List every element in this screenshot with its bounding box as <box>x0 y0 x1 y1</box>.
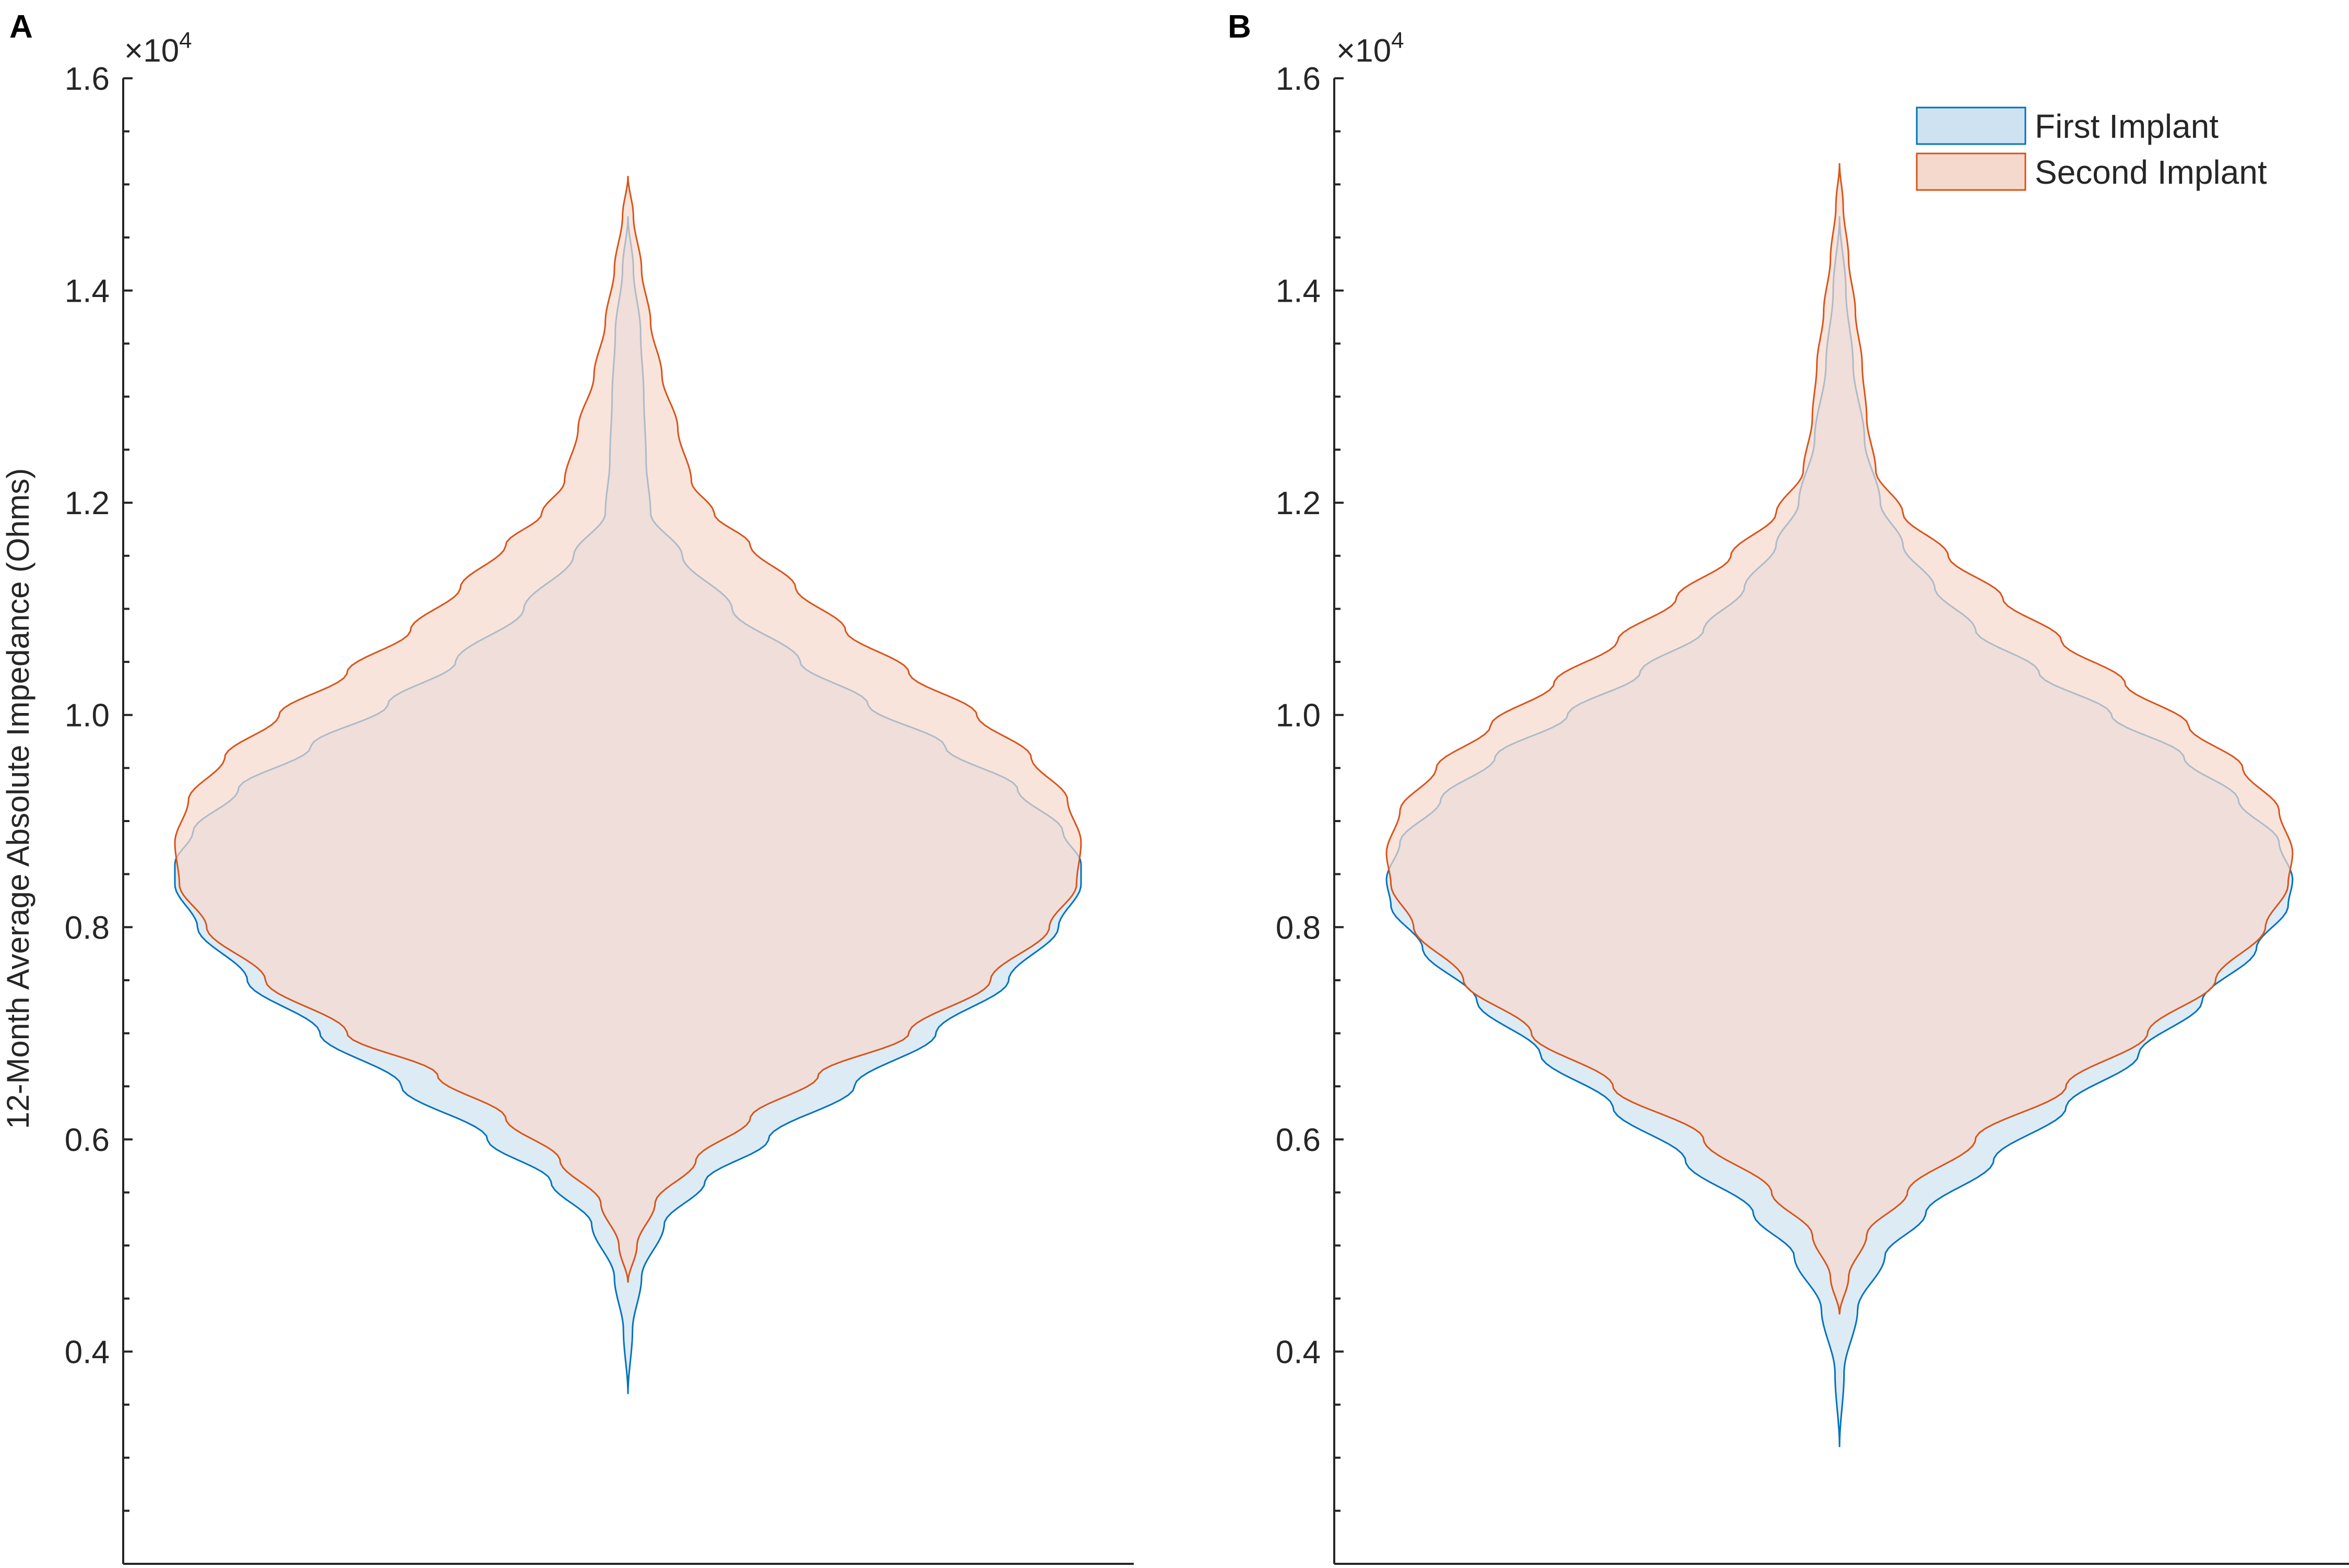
panel-a-exponent-base: ×104 <box>124 28 192 69</box>
panel-a: A 12-Month Average Absolute Impedance (O… <box>1 9 1134 1565</box>
panel-a-violins <box>174 175 1082 1394</box>
panel-b-violins <box>1385 163 2294 1447</box>
panel-b-y-tick-label: 1.6 <box>1276 61 1321 97</box>
panel-b-y-axis: 0.4 0.6 0.8 1.0 1.2 1.4 1.6 <box>1276 61 2349 1565</box>
legend-swatch-first-implant <box>1916 106 2026 145</box>
legend: First Implant Second Implant <box>1916 106 2267 191</box>
panel-b-y-tick-label: 1.4 <box>1276 274 1321 310</box>
legend-label-second-implant: Second Implant <box>2035 153 2267 191</box>
panel-b-y-tick-label: 0.8 <box>1276 910 1321 946</box>
panel-a-y-tick-label: 1.6 <box>65 61 110 97</box>
panel-b-violin-second-implant <box>1385 163 2294 1315</box>
panel-a-exponent-power: 4 <box>179 28 192 53</box>
panel-a-y-tick-label: 1.0 <box>65 698 110 734</box>
panel-a-y-tick-label: 1.4 <box>65 274 110 310</box>
panel-b-exponent-base: ×104 <box>1336 28 1404 69</box>
legend-label-first-implant: First Implant <box>2035 108 2218 145</box>
panel-a-y-tick-label: 0.6 <box>65 1122 110 1158</box>
panel-a-y-tick-label: 0.8 <box>65 910 110 946</box>
panel-b-exponent-times: ×10 <box>1336 33 1391 69</box>
panel-a-exponent-times: ×10 <box>124 33 179 69</box>
panel-b-label: B <box>1228 9 1251 45</box>
panel-b-y-tick-label: 1.0 <box>1276 698 1321 734</box>
panel-a-label: A <box>9 9 33 45</box>
panel-b-y-tick-label: 0.6 <box>1276 1122 1321 1158</box>
panel-b-exponent-power: 4 <box>1391 28 1404 53</box>
panel-a-y-axis: 0.4 0.6 0.8 1.0 1.2 1.4 1.6 <box>65 61 1134 1565</box>
y-axis-label: 12-Month Average Absolute Impedance (Ohm… <box>1 468 35 1129</box>
panel-a-violin-second-implant <box>174 175 1082 1283</box>
panel-b-y-tick-label: 0.4 <box>1276 1334 1321 1370</box>
panel-b-y-tick-label: 1.2 <box>1276 485 1321 521</box>
panel-b: B ×104 0.4 0.6 0.8 1.0 1.2 1.4 1.6 First Impla… <box>1228 9 2349 1565</box>
legend-swatch-second-implant <box>1916 152 2026 191</box>
panel-a-y-tick-label: 0.4 <box>65 1334 110 1370</box>
panel-a-y-tick-label: 1.2 <box>65 485 110 521</box>
